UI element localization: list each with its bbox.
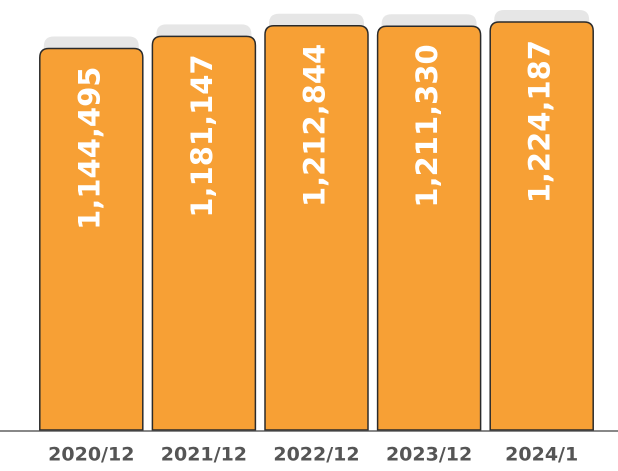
value-label: 1,212,844 <box>298 44 332 207</box>
value-label: 1,211,330 <box>410 44 444 207</box>
x-tick-label: 2022/12 <box>273 444 359 466</box>
bar <box>264 25 369 431</box>
bar <box>376 25 482 431</box>
bar <box>489 21 594 431</box>
bar <box>39 47 144 431</box>
x-tick-label: 2020/12 <box>48 444 134 466</box>
bar <box>151 35 257 431</box>
x-tick-label: 2023/12 <box>386 444 472 466</box>
value-label: 1,181,147 <box>185 54 219 217</box>
x-tick-label: 2024/1 <box>505 444 578 466</box>
x-tick-label: 2021/12 <box>161 444 247 466</box>
value-label: 1,224,187 <box>523 40 557 203</box>
value-label: 1,144,495 <box>72 67 106 230</box>
